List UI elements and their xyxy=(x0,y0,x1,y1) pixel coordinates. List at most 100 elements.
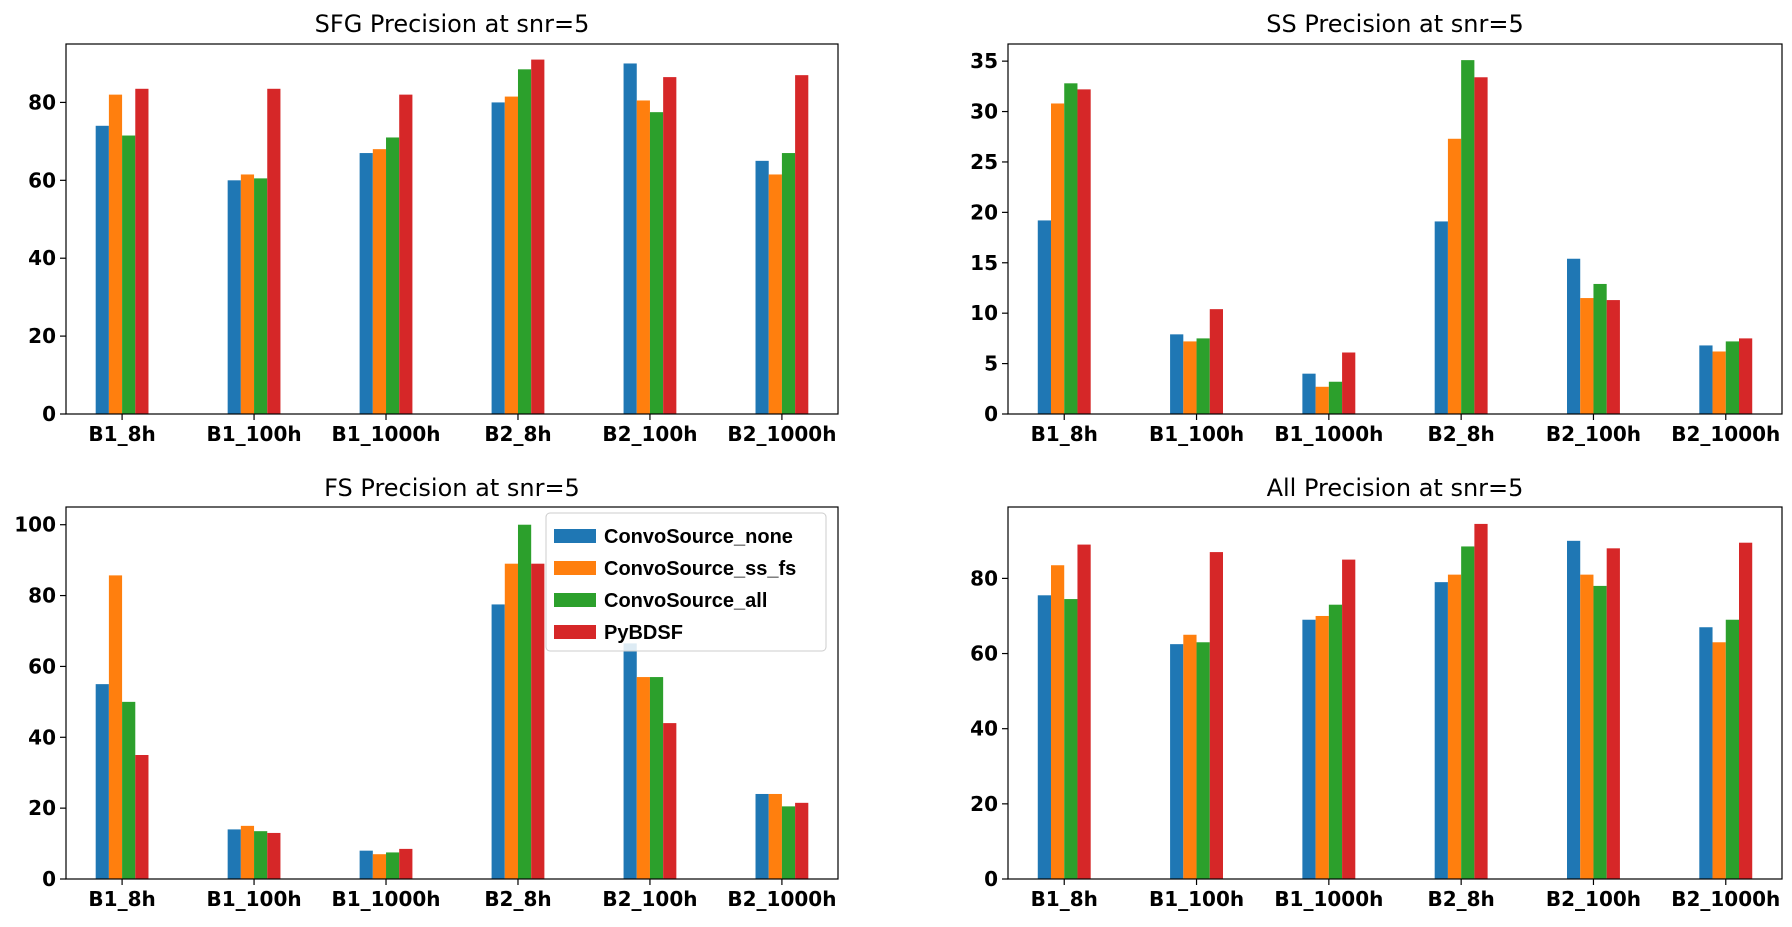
bar-ConvoSource_none-B1_100h xyxy=(227,180,241,414)
y-tick-label: 100 xyxy=(14,513,56,537)
bar-PyBDSF-B2_1000h xyxy=(795,802,809,879)
bar-ConvoSource_none-B2_100h xyxy=(623,643,637,879)
bar-ConvoSource_none-B1_100h xyxy=(1170,334,1184,414)
bar-PyBDSF-B2_8h xyxy=(531,563,545,879)
bar-ConvoSource_ss_fs-B2_8h xyxy=(1447,138,1462,414)
legend-swatch-ConvoSource_none xyxy=(554,529,596,543)
bar-ConvoSource_ss_fs-B1_1000h xyxy=(1315,615,1329,879)
bar-ConvoSource_all-B1_8h xyxy=(1064,83,1078,414)
legend-label-PyBDSF: PyBDSF xyxy=(604,622,683,644)
bar-ConvoSource_all-B2_1000h xyxy=(1725,341,1739,414)
bar-ConvoSource_ss_fs-B1_100h xyxy=(1183,341,1197,414)
y-tick-label: 0 xyxy=(984,867,998,891)
bar-PyBDSF-B1_1000h xyxy=(399,848,413,879)
bar-PyBDSF-B1_8h xyxy=(135,88,149,414)
bar-PyBDSF-B1_100h xyxy=(1209,309,1223,414)
x-tick-label: B2_8h xyxy=(1427,887,1494,911)
bar-PyBDSF-B1_8h xyxy=(135,755,149,879)
bar-ConvoSource_all-B1_1000h xyxy=(386,852,400,879)
bar-PyBDSF-B2_100h xyxy=(663,77,677,415)
chart-title: SS Precision at snr=5 xyxy=(1266,10,1524,38)
bar-ConvoSource_all-B2_8h xyxy=(517,69,532,414)
bar-ConvoSource_none-B2_1000h xyxy=(755,793,769,879)
bar-ConvoSource_none-B2_100h xyxy=(623,63,637,414)
x-tick-label: B1_8h xyxy=(1031,887,1098,911)
bar-ConvoSource_all-B1_100h xyxy=(1196,642,1210,879)
y-tick-label: 20 xyxy=(970,792,998,816)
bar-PyBDSF-B1_8h xyxy=(1077,89,1091,415)
x-tick-label: B2_100h xyxy=(602,887,697,911)
bar-ConvoSource_ss_fs-B1_100h xyxy=(1183,634,1197,879)
y-tick-label: 35 xyxy=(970,49,998,73)
chart-title: SFG Precision at snr=5 xyxy=(315,10,590,38)
bar-PyBDSF-B1_100h xyxy=(267,832,281,879)
bar-ConvoSource_none-B2_8h xyxy=(491,102,505,415)
chart-panel-2: SS Precision at snr=5 0 5 10 15 20 25 30 35 B1_8h… xyxy=(970,10,1783,446)
bar-ConvoSource_ss_fs-B2_100h xyxy=(1580,298,1594,414)
bar-ConvoSource_none-B1_8h xyxy=(95,125,109,414)
bar-ConvoSource_none-B2_8h xyxy=(1434,582,1448,879)
y-tick-label: 15 xyxy=(970,251,998,275)
bar-ConvoSource_all-B2_1000h xyxy=(1725,619,1739,879)
bar-ConvoSource_all-B2_100h xyxy=(649,677,664,879)
bar-ConvoSource_none-B2_8h xyxy=(491,604,505,879)
bar-ConvoSource_ss_fs-B2_1000h xyxy=(768,793,782,879)
bar-ConvoSource_ss_fs-B1_8h xyxy=(108,94,123,414)
legend-swatch-ConvoSource_all xyxy=(554,593,596,607)
plot-frame xyxy=(65,506,839,880)
bar-ConvoSource_all-B2_8h xyxy=(517,524,532,879)
bar-ConvoSource_ss_fs-B2_1000h xyxy=(1712,642,1726,879)
bar-ConvoSource_ss_fs-B2_8h xyxy=(504,96,518,414)
bar-PyBDSF-B1_8h xyxy=(1077,544,1091,879)
y-tick-label: 60 xyxy=(970,642,998,666)
y-tick-label: 80 xyxy=(970,566,998,590)
x-tick-label: B2_100h xyxy=(1546,422,1641,446)
legend-box xyxy=(545,512,827,652)
x-tick-label: B2_100h xyxy=(1546,887,1641,911)
bar-PyBDSF-B2_1000h xyxy=(1739,542,1753,879)
bar-PyBDSF-B1_100h xyxy=(1209,552,1223,879)
bar-ConvoSource_ss_fs-B1_1000h xyxy=(372,149,387,414)
y-tick-label: 10 xyxy=(970,301,998,325)
bar-ConvoSource_none-B2_1000h xyxy=(1699,627,1713,879)
x-tick-label: B2_1000h xyxy=(1671,887,1780,911)
y-tick-label: 80 xyxy=(28,90,56,114)
x-tick-label: B2_8h xyxy=(484,887,551,911)
bar-ConvoSource_all-B2_1000h xyxy=(781,153,796,415)
bar-PyBDSF-B1_1000h xyxy=(399,94,413,414)
chart-panel-1: SFG Precision at snr=5 0 20 40 60 80 B1_8h B1_1… xyxy=(28,10,839,446)
bar-ConvoSource_all-B2_8h xyxy=(1461,60,1475,414)
y-tick-label: 20 xyxy=(28,796,56,820)
legend-swatch-ConvoSource_ss_fs xyxy=(554,561,596,575)
x-tick-label: B1_8h xyxy=(88,422,155,446)
bar-ConvoSource_ss_fs-B1_100h xyxy=(240,825,255,879)
bar-ConvoSource_ss_fs-B1_8h xyxy=(1051,103,1065,414)
x-tick-label: B1_1000h xyxy=(1274,887,1383,911)
x-tick-label: B2_1000h xyxy=(727,422,836,446)
bar-ConvoSource_none-B1_1000h xyxy=(359,153,373,415)
bar-ConvoSource_ss_fs-B2_1000h xyxy=(768,174,782,414)
y-tick-label: 20 xyxy=(970,200,998,224)
y-tick-label: 20 xyxy=(28,324,56,348)
bar-PyBDSF-B1_100h xyxy=(267,88,281,414)
bar-ConvoSource_none-B2_100h xyxy=(1567,540,1581,879)
bar-ConvoSource_all-B2_8h xyxy=(1461,546,1475,879)
bar-PyBDSF-B2_8h xyxy=(1474,77,1488,415)
bar-ConvoSource_ss_fs-B1_8h xyxy=(1051,565,1065,879)
bar-ConvoSource_all-B2_1000h xyxy=(781,806,796,879)
x-tick-label: B2_100h xyxy=(602,422,697,446)
y-tick-label: 80 xyxy=(28,584,56,608)
chart-panel-3: FS Precision at snr=5 0 20 40 60 80 100 B1_8h B1… xyxy=(14,474,839,911)
bar-ConvoSource_all-B1_1000h xyxy=(1328,381,1343,414)
x-tick-label: B1_100h xyxy=(1149,887,1244,911)
bar-ConvoSource_ss_fs-B2_1000h xyxy=(1712,351,1726,414)
bar-ConvoSource_none-B2_8h xyxy=(1434,221,1448,414)
y-tick-label: 60 xyxy=(28,654,56,678)
bar-ConvoSource_none-B2_100h xyxy=(1567,258,1581,414)
legend-label-ConvoSource_none: ConvoSource_none xyxy=(604,526,793,548)
bar-PyBDSF-B2_1000h xyxy=(795,75,809,414)
x-tick-label: B1_100h xyxy=(206,422,301,446)
chart-title: FS Precision at snr=5 xyxy=(324,474,580,502)
bar-PyBDSF-B2_8h xyxy=(531,59,545,414)
